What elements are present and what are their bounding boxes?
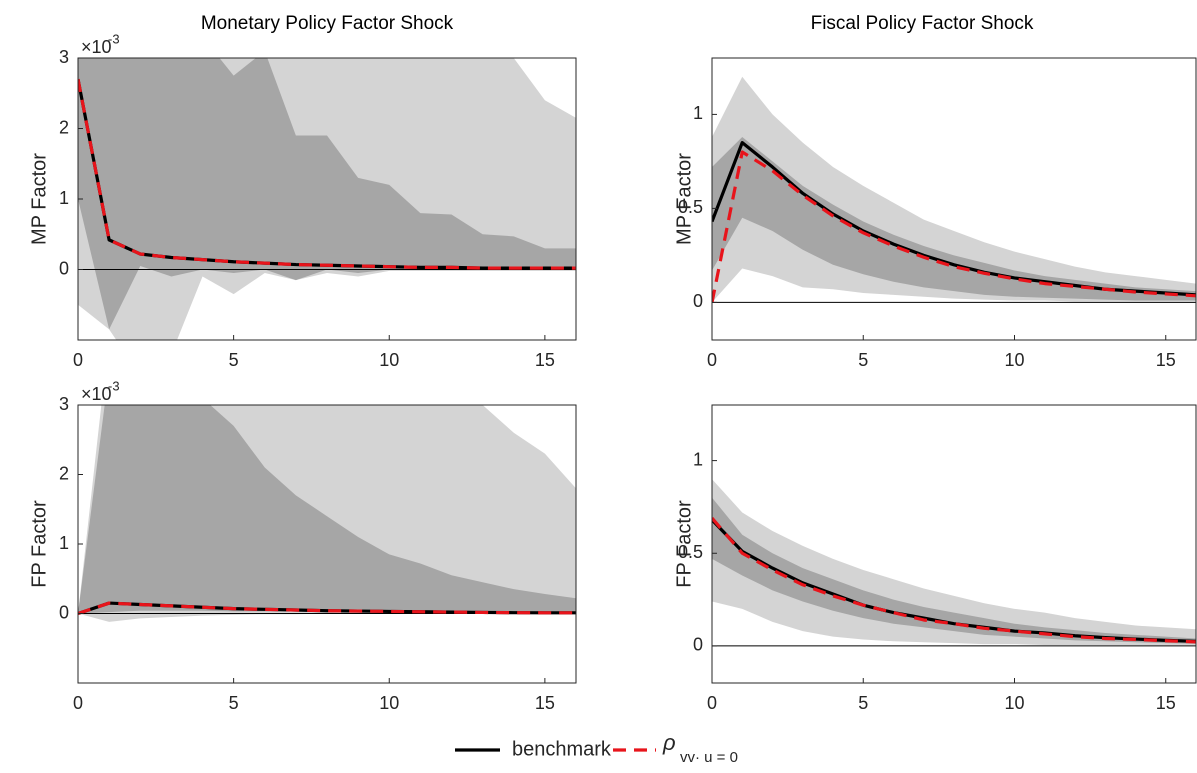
y-tick-label: 3 [59, 394, 69, 414]
legend-label: benchmark [512, 738, 612, 760]
axes-frame [711, 404, 1197, 684]
x-tick-label: 0 [707, 693, 717, 713]
series-line [78, 78, 576, 270]
y-axis-label: FP Factor [673, 500, 695, 588]
legend-label: ρ [662, 730, 676, 755]
y-tick-label: 1 [693, 449, 703, 469]
confidence-band [712, 136, 1196, 301]
series-line [712, 141, 1196, 297]
x-tick-label: 5 [858, 350, 868, 370]
x-tick-label: 15 [535, 693, 555, 713]
plot-area [78, 58, 576, 340]
y-axis-label: MP Factor [673, 153, 695, 245]
x-tick-label: 10 [379, 693, 399, 713]
x-tick-label: 5 [858, 693, 868, 713]
x-tick-label: 5 [229, 693, 239, 713]
x-tick-label: 0 [707, 350, 717, 370]
x-tick-label: 15 [1156, 350, 1176, 370]
x-tick-label: 0 [73, 350, 83, 370]
y-tick-label: 0 [693, 635, 703, 655]
plot-area [712, 479, 1196, 647]
y-tick-label: 2 [59, 463, 69, 483]
y-axis-label: MP Factor [28, 153, 50, 245]
y-tick-label: 0 [59, 258, 69, 278]
y-tick-label: 2 [59, 117, 69, 137]
subplot-title: Fiscal Policy Factor Shock [811, 13, 1034, 34]
y-exponent-base: ×10 [81, 37, 112, 57]
confidence-band [78, 405, 576, 614]
series-line [78, 601, 576, 616]
x-tick-label: 15 [1156, 693, 1176, 713]
x-tick-label: 15 [535, 350, 555, 370]
x-tick-label: 10 [379, 350, 399, 370]
y-tick-label: 0 [59, 602, 69, 622]
series-line [712, 518, 1196, 643]
axes-frame [711, 57, 1197, 341]
y-tick-label: 0 [693, 291, 703, 311]
y-exponent-power: -3 [108, 378, 120, 393]
subplot-title: Monetary Policy Factor Shock [201, 13, 454, 34]
plot-area [712, 76, 1196, 303]
confidence-band [78, 58, 576, 330]
y-tick-label: 1 [693, 103, 703, 123]
x-tick-label: 10 [1004, 693, 1024, 713]
y-tick-label: 0.5 [678, 197, 703, 217]
x-tick-label: 0 [73, 693, 83, 713]
y-tick-label: 1 [59, 188, 69, 208]
x-tick-label: 10 [1004, 350, 1024, 370]
plot-area [78, 405, 576, 622]
series-line [712, 150, 1196, 303]
x-tick-label: 5 [229, 350, 239, 370]
y-tick-label: 1 [59, 533, 69, 553]
confidence-band [712, 497, 1196, 644]
legend-label-subscript: vv· u = 0 [680, 749, 738, 766]
y-axis-label: FP Factor [28, 500, 50, 588]
y-tick-label: 0.5 [678, 542, 703, 562]
y-exponent-base: ×10 [81, 384, 112, 404]
y-tick-label: 3 [59, 47, 69, 67]
y-exponent-power: -3 [108, 31, 120, 46]
